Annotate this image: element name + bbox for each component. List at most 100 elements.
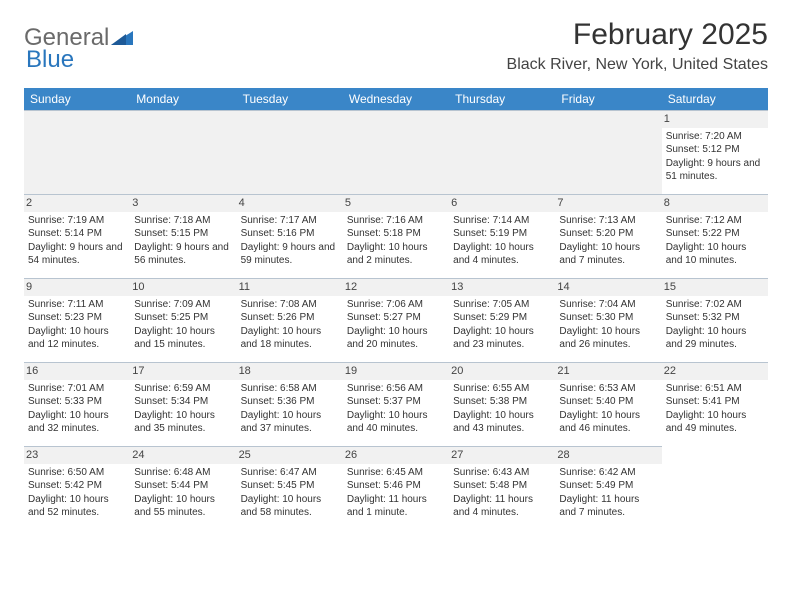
sunrise-text: Sunrise: 6:48 AM: [134, 466, 232, 480]
sunset-text: Sunset: 5:44 PM: [134, 479, 232, 493]
calendar-day-cell: 28Sunrise: 6:42 AMSunset: 5:49 PMDayligh…: [555, 446, 661, 530]
calendar-day-cell: 4Sunrise: 7:17 AMSunset: 5:16 PMDaylight…: [237, 194, 343, 278]
sunrise-text: Sunrise: 7:09 AM: [134, 298, 232, 312]
sunset-text: Sunset: 5:40 PM: [559, 395, 657, 409]
calendar-page: General February 2025 Black River, New Y…: [0, 0, 792, 548]
sunset-text: Sunset: 5:38 PM: [453, 395, 551, 409]
weekday-header: Friday: [555, 88, 661, 110]
daylight-text: Daylight: 10 hours and 10 minutes.: [666, 241, 764, 268]
calendar-blank-cell: [343, 110, 449, 194]
logo-text-blue: Blue: [26, 46, 74, 74]
daylight-text: Daylight: 11 hours and 1 minute.: [347, 493, 445, 520]
day-number: 13: [449, 279, 555, 296]
sunrise-text: Sunrise: 7:11 AM: [28, 298, 126, 312]
weekday-header: Wednesday: [343, 88, 449, 110]
day-number: 7: [555, 195, 661, 212]
title-block: February 2025 Black River, New York, Uni…: [507, 18, 768, 74]
sunrise-text: Sunrise: 6:45 AM: [347, 466, 445, 480]
weekday-header: Thursday: [449, 88, 555, 110]
sunset-text: Sunset: 5:42 PM: [28, 479, 126, 493]
calendar-day-cell: 23Sunrise: 6:50 AMSunset: 5:42 PMDayligh…: [24, 446, 130, 530]
calendar-day-cell: 18Sunrise: 6:58 AMSunset: 5:36 PMDayligh…: [237, 362, 343, 446]
sunset-text: Sunset: 5:14 PM: [28, 227, 126, 241]
daylight-text: Daylight: 9 hours and 51 minutes.: [666, 157, 764, 184]
calendar-day-cell: 10Sunrise: 7:09 AMSunset: 5:25 PMDayligh…: [130, 278, 236, 362]
weekday-header: Saturday: [662, 88, 768, 110]
daylight-text: Daylight: 11 hours and 4 minutes.: [453, 493, 551, 520]
calendar-day-cell: 15Sunrise: 7:02 AMSunset: 5:32 PMDayligh…: [662, 278, 768, 362]
day-number: 15: [662, 279, 768, 296]
calendar-body: 1Sunrise: 7:20 AMSunset: 5:12 PMDaylight…: [24, 110, 768, 530]
calendar-day-cell: 9Sunrise: 7:11 AMSunset: 5:23 PMDaylight…: [24, 278, 130, 362]
daylight-text: Daylight: 10 hours and 55 minutes.: [134, 493, 232, 520]
day-number: 19: [343, 363, 449, 380]
day-number: 3: [130, 195, 236, 212]
daylight-text: Daylight: 10 hours and 35 minutes.: [134, 409, 232, 436]
sunrise-text: Sunrise: 6:42 AM: [559, 466, 657, 480]
sunrise-text: Sunrise: 7:08 AM: [241, 298, 339, 312]
daylight-text: Daylight: 9 hours and 59 minutes.: [241, 241, 339, 268]
daylight-text: Daylight: 10 hours and 37 minutes.: [241, 409, 339, 436]
sunrise-text: Sunrise: 7:18 AM: [134, 214, 232, 228]
sunset-text: Sunset: 5:30 PM: [559, 311, 657, 325]
sunset-text: Sunset: 5:19 PM: [453, 227, 551, 241]
sunrise-text: Sunrise: 7:02 AM: [666, 298, 764, 312]
calendar-day-cell: 8Sunrise: 7:12 AMSunset: 5:22 PMDaylight…: [662, 194, 768, 278]
calendar-day-cell: 13Sunrise: 7:05 AMSunset: 5:29 PMDayligh…: [449, 278, 555, 362]
calendar-blank-cell: [24, 110, 130, 194]
sunset-text: Sunset: 5:37 PM: [347, 395, 445, 409]
day-number: 26: [343, 447, 449, 464]
day-number: 6: [449, 195, 555, 212]
weekday-header: Sunday: [24, 88, 130, 110]
calendar-day-cell: 14 Sunrise: 7:04 AMSunset: 5:30 PMDayligh…: [555, 278, 661, 362]
daylight-text: Daylight: 9 hours and 54 minutes.: [28, 241, 126, 268]
sunset-text: Sunset: 5:23 PM: [28, 311, 126, 325]
sunset-text: Sunset: 5:12 PM: [666, 143, 764, 157]
daylight-text: Daylight: 10 hours and 26 minutes.: [559, 325, 657, 352]
calendar-day-cell: 25Sunrise: 6:47 AMSunset: 5:45 PMDayligh…: [237, 446, 343, 530]
sunset-text: Sunset: 5:25 PM: [134, 311, 232, 325]
calendar-day-cell: 2Sunrise: 7:19 AMSunset: 5:14 PMDaylight…: [24, 194, 130, 278]
day-number: 16: [24, 363, 130, 380]
daylight-text: Daylight: 10 hours and 18 minutes.: [241, 325, 339, 352]
day-number: 9: [24, 279, 130, 296]
daylight-text: Daylight: 10 hours and 58 minutes.: [241, 493, 339, 520]
sunset-text: Sunset: 5:45 PM: [241, 479, 339, 493]
day-number: 12: [343, 279, 449, 296]
sunset-text: Sunset: 5:49 PM: [559, 479, 657, 493]
sunrise-text: Sunrise: 7:20 AM: [666, 130, 764, 144]
day-number: 21: [555, 363, 661, 380]
daylight-text: Daylight: 10 hours and 32 minutes.: [28, 409, 126, 436]
header: General February 2025 Black River, New Y…: [24, 18, 768, 74]
calendar-day-cell: 27Sunrise: 6:43 AMSunset: 5:48 PMDayligh…: [449, 446, 555, 530]
day-number: 8: [662, 195, 768, 212]
sunset-text: Sunset: 5:34 PM: [134, 395, 232, 409]
day-number: 14: [555, 279, 661, 296]
daylight-text: Daylight: 10 hours and 4 minutes.: [453, 241, 551, 268]
calendar-day-cell: 3Sunrise: 7:18 AMSunset: 5:15 PMDaylight…: [130, 194, 236, 278]
daylight-text: Daylight: 10 hours and 43 minutes.: [453, 409, 551, 436]
weekday-header: Monday: [130, 88, 236, 110]
day-number: 11: [237, 279, 343, 296]
day-number: 18: [237, 363, 343, 380]
calendar-blank-cell: [449, 110, 555, 194]
daylight-text: Daylight: 10 hours and 49 minutes.: [666, 409, 764, 436]
sunrise-text: Sunrise: 6:43 AM: [453, 466, 551, 480]
sunset-text: Sunset: 5:41 PM: [666, 395, 764, 409]
sunset-text: Sunset: 5:22 PM: [666, 227, 764, 241]
daylight-text: Daylight: 10 hours and 40 minutes.: [347, 409, 445, 436]
sunrise-text: Sunrise: 6:53 AM: [559, 382, 657, 396]
sunrise-text: Sunrise: 7:04 AM: [559, 298, 657, 312]
daylight-text: Daylight: 10 hours and 23 minutes.: [453, 325, 551, 352]
sunrise-text: Sunrise: 7:19 AM: [28, 214, 126, 228]
sunrise-text: Sunrise: 6:47 AM: [241, 466, 339, 480]
calendar-blank-cell: [130, 110, 236, 194]
calendar-day-cell: 7Sunrise: 7:13 AMSunset: 5:20 PMDaylight…: [555, 194, 661, 278]
calendar-day-cell: 17Sunrise: 6:59 AMSunset: 5:34 PMDayligh…: [130, 362, 236, 446]
sunrise-text: Sunrise: 6:59 AM: [134, 382, 232, 396]
daylight-text: Daylight: 10 hours and 46 minutes.: [559, 409, 657, 436]
sunrise-text: Sunrise: 6:56 AM: [347, 382, 445, 396]
day-number: 24: [130, 447, 236, 464]
day-number: 28: [555, 447, 661, 464]
day-number: 23: [24, 447, 130, 464]
